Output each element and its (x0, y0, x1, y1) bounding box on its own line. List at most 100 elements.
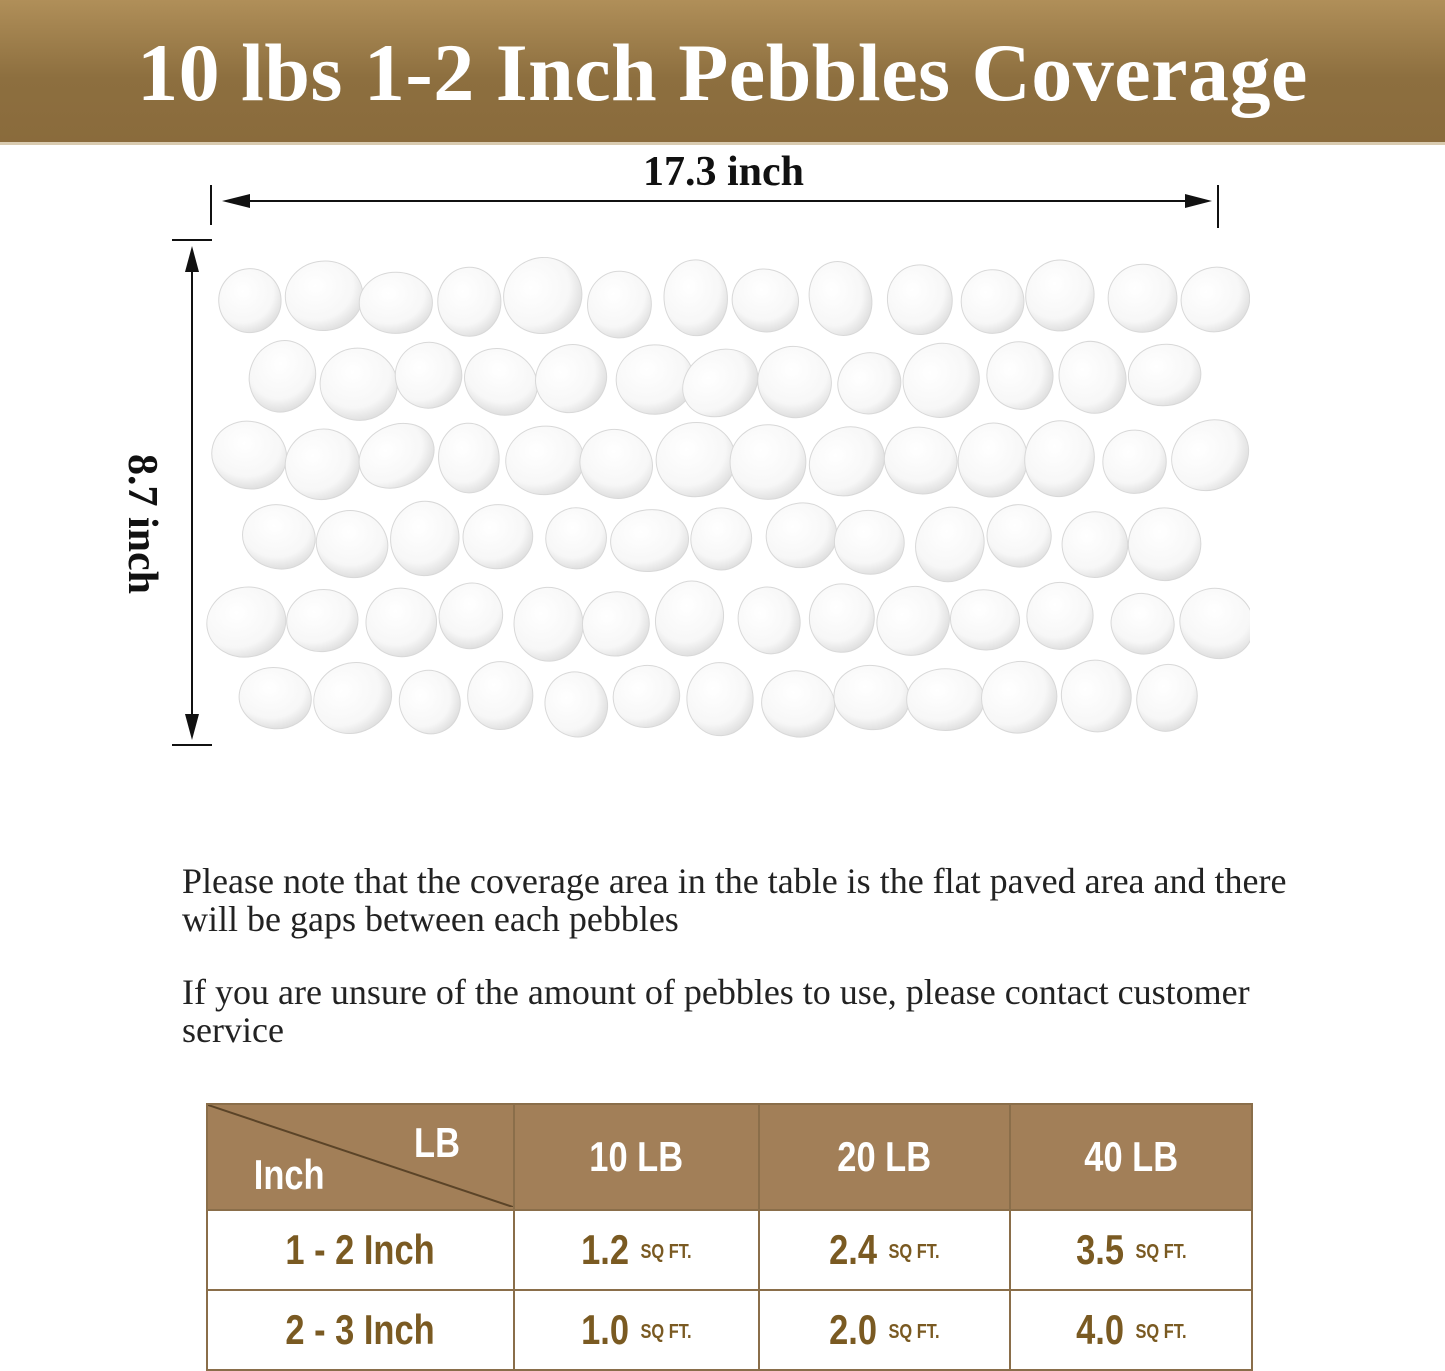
table-cell: 2.4 SQ FT. (758, 1209, 1011, 1291)
table-row: 2 - 3 Inch 1.0 SQ FT. 2.0 SQ FT. 4.0 SQ FT. (206, 1289, 1253, 1371)
pebble (615, 344, 695, 415)
pebble (1127, 343, 1202, 407)
pebble (582, 591, 650, 657)
height-label: 8.7 inch (119, 453, 165, 595)
pebble (1058, 340, 1127, 414)
pebble (808, 261, 873, 336)
pebble (986, 341, 1054, 410)
pebble (398, 669, 461, 735)
pebble (737, 586, 801, 655)
pebble (960, 269, 1025, 334)
table-cell: 1.2 SQ FT. (513, 1209, 760, 1291)
pebble (313, 662, 393, 734)
pebble (761, 670, 836, 738)
pebble (437, 266, 502, 337)
pebble (986, 504, 1052, 568)
pebble (284, 428, 360, 501)
pebble (390, 500, 460, 577)
pebble (248, 340, 317, 413)
pebble (883, 426, 958, 495)
corner-top-label: LB (414, 1119, 460, 1166)
pebble (535, 344, 608, 414)
pebble (358, 422, 435, 489)
column-header: 10 LB (513, 1103, 760, 1211)
pebble (544, 671, 609, 738)
pebble (915, 506, 985, 583)
table-header-row: LB Inch 10 LB 20 LB 40 LB (206, 1103, 1253, 1211)
pebble (319, 347, 398, 421)
pebble (1179, 587, 1250, 660)
table-cell: 4.0 SQ FT. (1009, 1289, 1253, 1371)
pebble (211, 420, 287, 490)
pebble (833, 509, 905, 575)
pebble (1127, 507, 1202, 582)
pebble (394, 341, 463, 409)
pebble (682, 348, 759, 418)
pebble (464, 348, 538, 416)
table-cell: 2.0 SQ FT. (758, 1289, 1011, 1371)
pebble (612, 664, 681, 728)
pebble (284, 260, 364, 332)
pebble (729, 424, 807, 500)
pebble (876, 585, 950, 656)
row-label: 1 - 2 Inch (206, 1209, 515, 1291)
pebble (957, 422, 1028, 498)
pebble (315, 510, 389, 579)
pebble (238, 666, 312, 730)
pebble (1026, 581, 1094, 650)
pebble (731, 268, 799, 333)
table-row: 1 - 2 Inch 1.2 SQ FT. 2.4 SQ FT. 3.5 SQ FT. (206, 1209, 1253, 1291)
pebble (610, 509, 689, 572)
pebble (579, 429, 653, 499)
pebble (467, 661, 534, 731)
corner-bottom-label: Inch (253, 1151, 325, 1198)
pebble (503, 256, 583, 335)
pebble (655, 421, 736, 498)
pebble (808, 583, 875, 653)
column-header: 40 LB (1009, 1103, 1253, 1211)
pebble (1102, 429, 1167, 494)
pebble (587, 270, 652, 339)
pebble (545, 507, 607, 570)
row-label: 2 - 3 Inch (206, 1289, 515, 1371)
pebble (505, 425, 585, 496)
pebbles-image (206, 256, 1250, 738)
pebble (663, 259, 728, 337)
pebble (886, 264, 953, 336)
pebble (1107, 263, 1178, 333)
pebble (981, 660, 1058, 734)
pebble (242, 504, 316, 570)
pebble (757, 346, 832, 419)
pebble (206, 586, 287, 658)
pebble (902, 342, 980, 418)
pebble (808, 426, 885, 497)
page-title: 10 lbs 1-2 Inch Pebbles Coverage (137, 27, 1308, 118)
pebble (1180, 266, 1250, 333)
coverage-note: Please note that the coverage area in th… (182, 861, 1287, 939)
title-banner: 10 lbs 1-2 Inch Pebbles Coverage (0, 0, 1445, 145)
pebble (1060, 659, 1132, 733)
pebble (1025, 259, 1095, 332)
pebble (438, 582, 504, 650)
table-cell: 1.0 SQ FT. (513, 1289, 760, 1371)
pebble (462, 504, 534, 570)
pebble (438, 422, 500, 494)
pebble (286, 589, 359, 653)
dimension-arrows (172, 185, 1219, 746)
pebble (1061, 511, 1129, 578)
pebble (837, 352, 902, 415)
pebble (218, 268, 282, 334)
pebble (1024, 420, 1095, 498)
pebble (906, 668, 985, 731)
pebble (690, 507, 753, 571)
pebble (949, 589, 1021, 651)
width-label: 17.3 inch (643, 149, 805, 195)
pebble (833, 664, 910, 731)
table-cell: 3.5 SQ FT. (1009, 1209, 1253, 1291)
column-header: 20 LB (758, 1103, 1011, 1211)
pebble (1171, 419, 1250, 492)
pebble (365, 587, 438, 658)
pebble (765, 502, 838, 569)
pebble (1136, 663, 1198, 732)
contact-note: If you are unsure of the amount of pebbl… (182, 972, 1250, 1050)
